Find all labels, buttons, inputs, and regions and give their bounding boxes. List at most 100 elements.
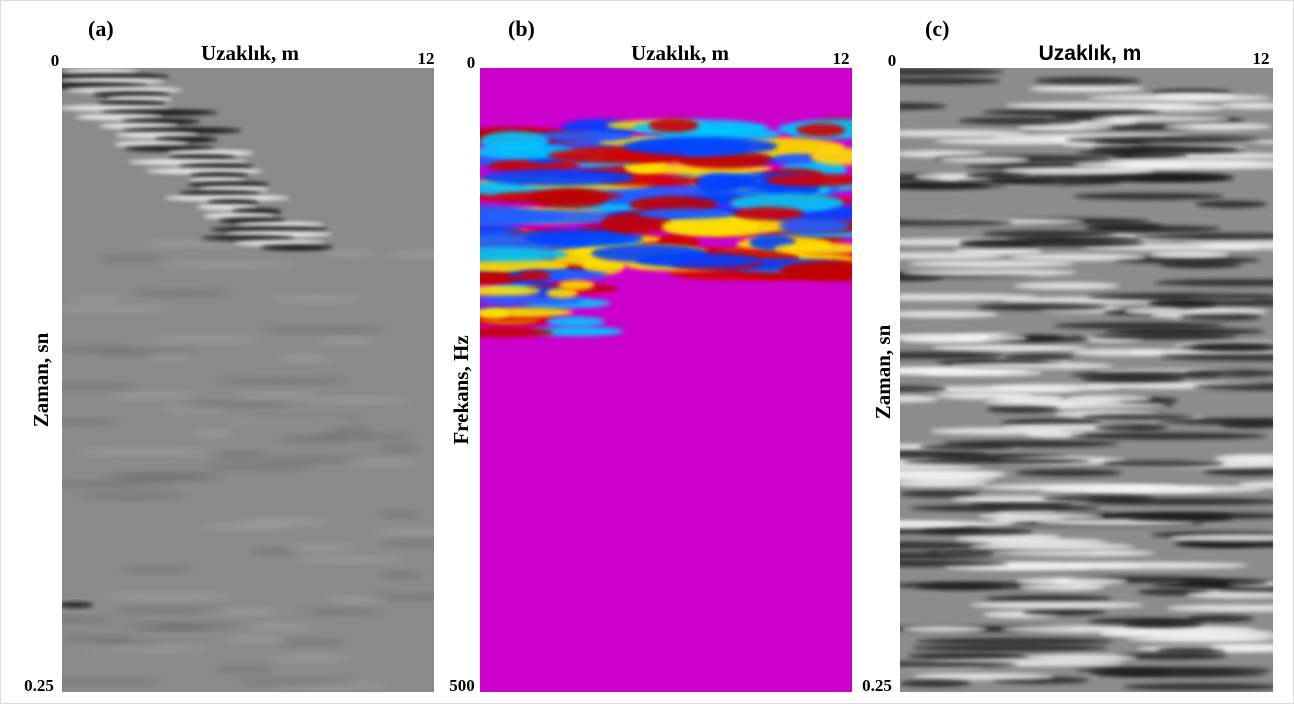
texture <box>976 303 1107 311</box>
texture <box>62 616 113 623</box>
texture <box>1004 353 1074 361</box>
texture <box>196 204 258 210</box>
texture <box>1133 233 1273 241</box>
texture <box>1127 514 1233 522</box>
texture <box>1009 253 1146 261</box>
texture <box>912 673 1055 681</box>
texture <box>236 222 325 228</box>
texture <box>161 406 227 413</box>
texture <box>250 548 300 555</box>
y-axis-title: Zaman, sn <box>871 324 895 419</box>
texture <box>113 141 190 147</box>
texture <box>124 145 215 152</box>
texture <box>1117 652 1228 660</box>
texture <box>661 216 760 236</box>
texture <box>984 595 1113 603</box>
texture <box>778 264 852 276</box>
texture <box>85 645 206 652</box>
texture <box>215 377 349 384</box>
texture <box>1034 77 1141 85</box>
texture <box>907 652 1026 660</box>
texture <box>145 168 264 174</box>
texture <box>1169 534 1273 542</box>
texture <box>537 270 608 281</box>
texture <box>91 641 161 648</box>
texture <box>225 231 332 237</box>
texture <box>900 385 948 393</box>
texture <box>379 572 422 579</box>
texture <box>1209 643 1273 651</box>
texture <box>121 118 201 125</box>
texture <box>1102 460 1225 468</box>
texture <box>916 637 1114 645</box>
texture <box>919 443 1016 451</box>
texture <box>1067 395 1152 403</box>
texture <box>188 177 247 183</box>
texture <box>1013 282 1120 290</box>
texture <box>1091 115 1231 123</box>
texture <box>227 636 288 643</box>
texture <box>109 392 197 399</box>
texture <box>97 593 237 600</box>
texture <box>62 73 170 80</box>
texture <box>343 459 416 466</box>
texture <box>546 316 606 327</box>
texture <box>900 541 993 549</box>
texture <box>379 540 434 547</box>
texture <box>1100 629 1167 637</box>
texture <box>920 527 1034 535</box>
panel-a-image <box>62 68 434 692</box>
texture <box>1090 332 1237 340</box>
texture <box>934 137 1096 145</box>
texture <box>900 150 986 158</box>
texture <box>286 544 355 551</box>
texture <box>234 392 319 399</box>
y-end-label: 0.25 <box>862 676 892 695</box>
texture <box>517 270 551 281</box>
texture <box>900 366 1010 374</box>
texture <box>1035 518 1195 526</box>
texture <box>139 240 241 247</box>
texture <box>1150 251 1230 259</box>
texture <box>384 251 434 258</box>
texture <box>1148 300 1217 308</box>
texture <box>900 252 1003 260</box>
texture <box>62 635 136 642</box>
texture <box>293 556 404 563</box>
texture <box>321 250 375 257</box>
texture <box>262 326 386 333</box>
texture <box>1072 161 1189 169</box>
texture <box>1065 136 1259 144</box>
texture <box>939 156 1030 164</box>
texture <box>900 450 988 458</box>
texture <box>147 336 260 343</box>
x-axis-title: Uzaklık, m <box>631 41 730 65</box>
x-end-label: 12 <box>1253 49 1270 68</box>
texture <box>236 518 333 525</box>
texture <box>775 154 818 165</box>
texture <box>810 147 852 166</box>
texture <box>900 293 1038 301</box>
texture <box>1072 348 1165 356</box>
texture <box>201 235 296 242</box>
texture <box>638 208 735 220</box>
texture <box>1098 670 1267 678</box>
y-axis-title: Zaman, sn <box>29 332 53 427</box>
texture <box>260 244 334 251</box>
texture <box>198 186 270 192</box>
texture <box>1022 608 1107 616</box>
y-end-label: 500 <box>449 676 475 695</box>
texture <box>168 154 237 161</box>
texture <box>1087 617 1206 625</box>
texture <box>62 306 177 313</box>
texture <box>62 383 137 390</box>
texture <box>213 666 274 673</box>
texture <box>369 593 434 600</box>
texture <box>902 457 1092 465</box>
texture <box>1159 261 1242 269</box>
texture <box>328 427 373 434</box>
texture <box>648 118 699 133</box>
texture <box>1124 485 1264 493</box>
texture <box>908 260 1075 268</box>
texture <box>900 490 980 498</box>
